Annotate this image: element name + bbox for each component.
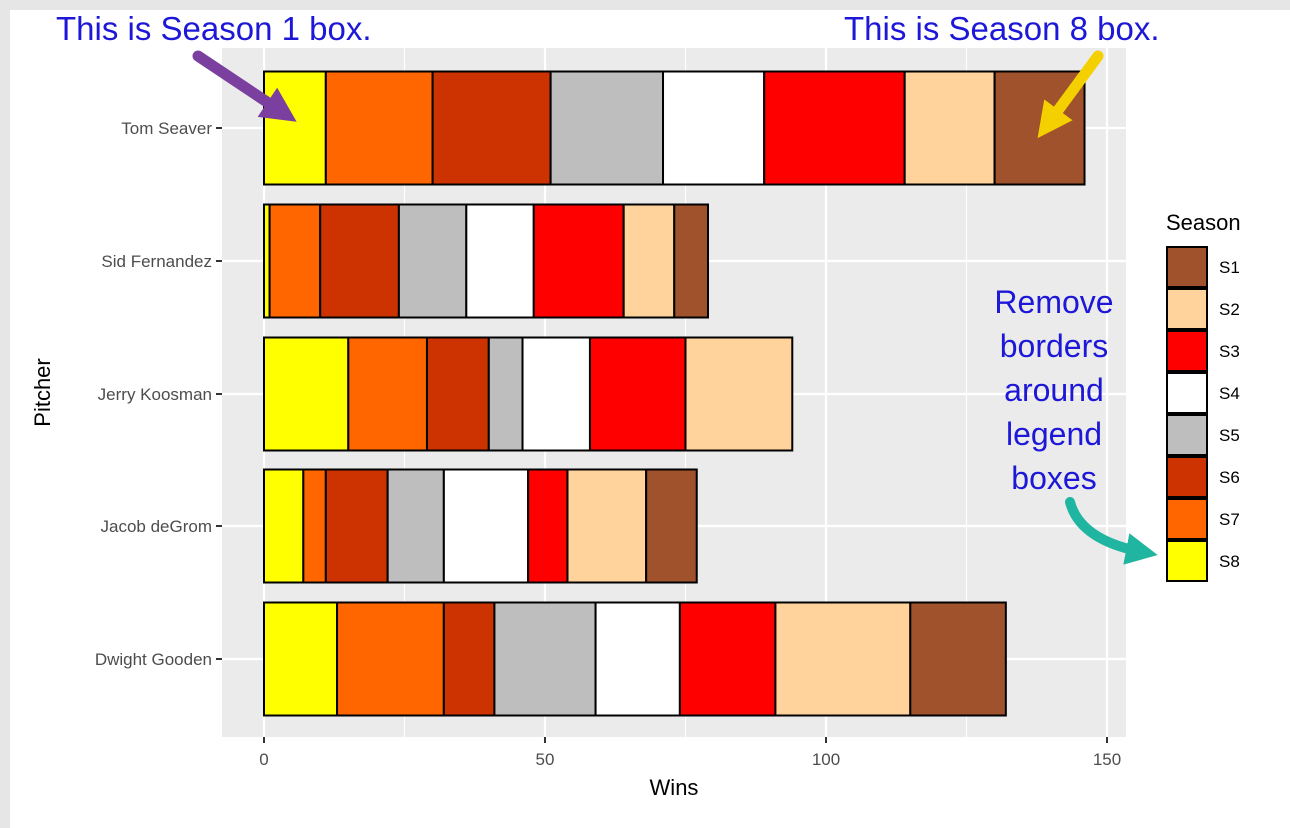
y-tick-label: Sid Fernandez [101,252,212,271]
bar-segment-s3 [532,203,625,319]
bar-segment-s5 [386,468,445,584]
legend-label: S2 [1219,300,1240,319]
legend-key-s2 [1166,288,1208,330]
bar-segment-s8 [263,601,339,717]
legend-label: S1 [1219,258,1240,277]
y-tick-label: Dwight Gooden [95,650,212,669]
bar-segment-s8 [263,468,305,584]
x-tick-label: 0 [259,750,268,769]
bar-segment-s5 [493,601,597,717]
x-tick-label: 100 [812,750,840,769]
legend-key-s5 [1166,414,1208,456]
legend-key-s3 [1166,330,1208,372]
legend-key-s8 [1166,540,1208,582]
bar-segment-s5 [397,203,468,319]
legend-key-s7 [1166,498,1208,540]
legend-key-s4 [1166,372,1208,414]
x-axis-label: Wins [650,775,699,800]
bars [263,70,1086,717]
bar-segment-s7 [347,336,428,452]
axes: Wins Pitcher 0 50 100 150 Tom Seaver Sid Fern… [30,119,1121,800]
bar-segment-s7 [268,203,322,319]
bar-segment-s3 [588,336,687,452]
bar-segment-s6 [425,336,490,452]
annotation-season1: This is Season 1 box. [50,10,378,48]
bar-segment-s4 [442,468,530,584]
legend-label: S7 [1219,510,1240,529]
legend-label: S6 [1219,468,1240,487]
bar-segment-s3 [763,70,906,186]
legend-key-s6 [1166,456,1208,498]
bar-segment-s2 [684,336,794,452]
window-edge-top [0,0,1290,10]
y-tick-label: Jerry Koosman [98,385,212,404]
y-axis-label: Pitcher [30,358,55,426]
x-tick-label: 50 [536,750,555,769]
bar-segment-s7 [324,70,434,186]
arrow-season1 [192,50,297,122]
bar-segment-s2 [566,468,648,584]
arrow-season8 [1037,50,1104,139]
bar-segment-s5 [487,336,524,452]
annotation-legend-borders: Remove borders around legend boxes [994,284,1114,496]
y-tick-label: Tom Seaver [121,119,212,138]
annotation-season8: This is Season 8 box. [838,10,1166,48]
legend-label: S3 [1219,342,1240,361]
bar-segment-s6 [319,203,400,319]
bar-segment-s3 [527,468,569,584]
legend-title: Season [1166,210,1241,235]
y-tick-label: Jacob deGrom [101,517,213,536]
bar-segment-s7 [336,601,445,717]
legend: Season S1 S2 S3 S4 S5 S6 S7 S8 [1166,210,1241,582]
bar-segment-s1 [673,203,709,319]
bar-segment-s1 [909,601,1007,717]
bar-segment-s4 [594,601,681,717]
bar-segment-s8 [263,336,350,452]
bar-segment-s6 [442,601,496,717]
x-tick-label: 150 [1093,750,1121,769]
bar-segment-s4 [662,70,766,186]
bar-segment-s6 [324,468,389,584]
bar-segment-s8 [263,70,327,186]
legend-label: S5 [1219,426,1240,445]
legend-key-s1 [1166,246,1208,288]
bar-segment-s2 [774,601,912,717]
bar-segment-s2 [903,70,996,186]
legend-label: S4 [1219,384,1240,403]
bar-segment-s3 [678,601,777,717]
window-edge-left [0,0,10,828]
arrow-legend [1065,497,1158,565]
bar-segment-s7 [302,468,327,584]
legend-label: S8 [1219,552,1240,571]
bar-segment-s4 [521,336,591,452]
bar-segment-s1 [645,468,698,584]
bar-segment-s6 [431,70,552,186]
bar-segment-s4 [465,203,535,319]
bar-segment-s5 [549,70,665,186]
bar-segment-s2 [622,203,676,319]
